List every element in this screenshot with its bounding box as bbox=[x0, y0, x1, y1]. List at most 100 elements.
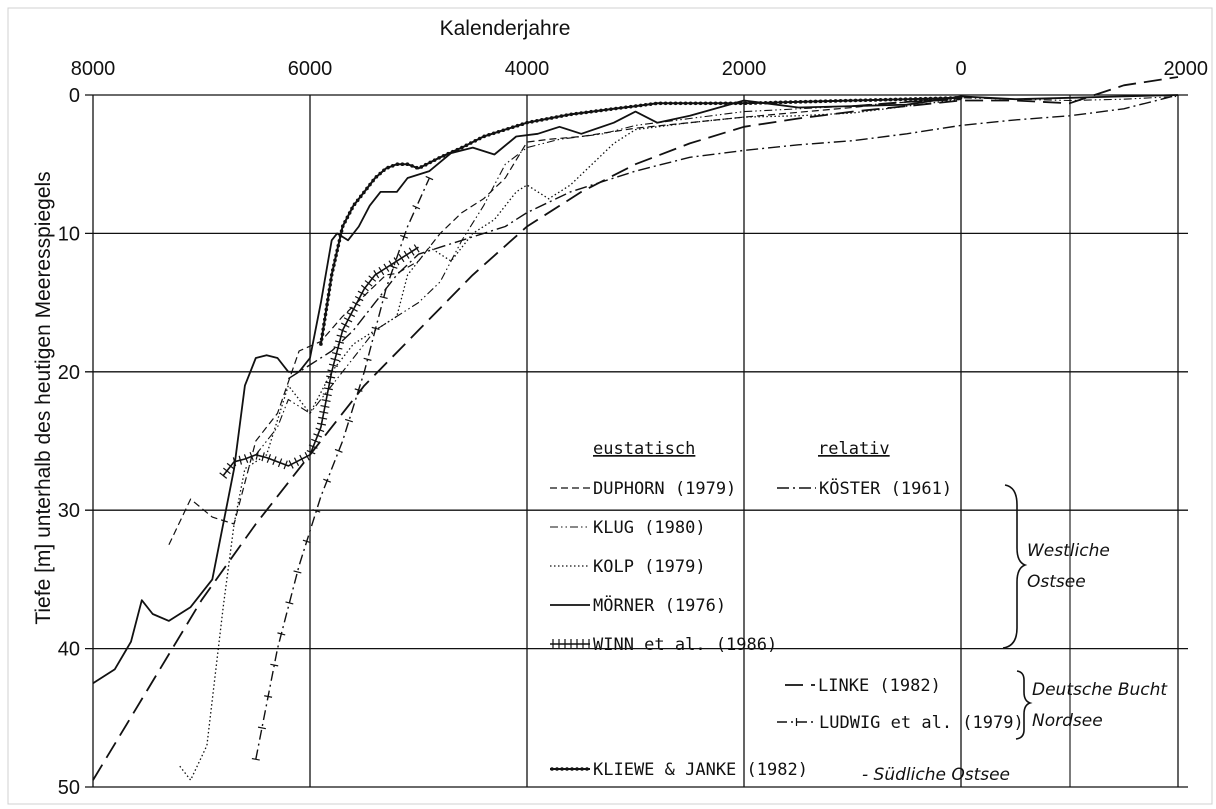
tick-mark bbox=[243, 454, 249, 463]
tick-mark bbox=[313, 433, 323, 438]
tick-mark bbox=[277, 632, 286, 636]
bead-mark bbox=[468, 141, 473, 145]
series-line-ludwig-et-al-1979-7 bbox=[255, 177, 431, 760]
tick-mark bbox=[285, 601, 294, 605]
tick-mark bbox=[383, 263, 390, 272]
bead-mark bbox=[653, 101, 658, 106]
bead-mark bbox=[319, 342, 323, 346]
brace-westliche bbox=[1002, 484, 1028, 649]
bead-mark bbox=[723, 101, 728, 106]
legend-label: KÖSTER (1961) bbox=[819, 477, 952, 499]
bead-mark bbox=[614, 106, 618, 111]
tick-mark bbox=[334, 340, 345, 344]
bead-mark bbox=[698, 101, 703, 106]
bead-mark bbox=[648, 102, 653, 106]
bead-mark bbox=[728, 101, 733, 106]
bead-mark bbox=[441, 153, 446, 158]
tick-mark bbox=[354, 295, 364, 302]
bead-mark bbox=[326, 292, 331, 297]
bead-mark bbox=[328, 283, 332, 287]
legend-header-eustatisch: eustatisch bbox=[593, 439, 695, 459]
legend-item-kliewe-janke-1982-8: KLIEWE & JANKE (1982) bbox=[550, 760, 808, 780]
group-suedliche: - Südliche Ostsee bbox=[862, 765, 1010, 785]
y-tick-3: 30 bbox=[58, 500, 80, 522]
bead-mark bbox=[437, 156, 441, 160]
bead-mark bbox=[928, 96, 933, 101]
bead-mark bbox=[338, 234, 343, 238]
bead-mark bbox=[569, 112, 574, 117]
bead-mark bbox=[336, 243, 341, 248]
tick-mark bbox=[403, 250, 410, 259]
bead-mark bbox=[539, 118, 544, 122]
tick-mark bbox=[368, 275, 377, 282]
bead-mark bbox=[321, 327, 326, 332]
bead-mark bbox=[337, 238, 342, 243]
tick-mark bbox=[331, 351, 341, 356]
tick-mark bbox=[219, 472, 228, 479]
bead-mark bbox=[410, 164, 414, 168]
legend-item-linke-1982-6: LINKE (1982) bbox=[785, 676, 941, 696]
legend-bead bbox=[580, 767, 584, 771]
series-line-kolp-1979-2 bbox=[179, 98, 962, 781]
bead-mark bbox=[693, 101, 698, 106]
legend-label: KLUG (1980) bbox=[593, 518, 706, 538]
tick-mark bbox=[322, 393, 332, 397]
tick-mark bbox=[357, 290, 367, 296]
bead-mark bbox=[808, 99, 813, 104]
bead-mark bbox=[913, 97, 918, 101]
bead-mark bbox=[464, 143, 469, 148]
x-tick-labels: 8000 6000 4000 2000 0 2000 bbox=[71, 58, 1208, 80]
bead-mark bbox=[673, 101, 678, 106]
y-tick-4: 40 bbox=[58, 639, 80, 661]
legend: eustatisch relativ DUPHORN (1979) KÖSTER … bbox=[550, 439, 1168, 785]
bead-mark bbox=[423, 162, 428, 167]
bead-mark bbox=[828, 99, 833, 103]
bead-mark bbox=[793, 100, 798, 104]
legend-label: WINN et al. (1986) bbox=[593, 635, 777, 655]
bead-mark bbox=[838, 99, 843, 103]
tick-mark bbox=[257, 726, 266, 730]
series-series-9 bbox=[852, 98, 962, 107]
bead-mark bbox=[343, 219, 347, 224]
bead-mark bbox=[386, 165, 390, 170]
tick-mark bbox=[346, 311, 356, 318]
bead-mark bbox=[818, 99, 823, 104]
legend-bead bbox=[575, 767, 579, 771]
tick-mark bbox=[371, 326, 380, 330]
series-line-winn-et-al-1986-4 bbox=[222, 246, 419, 477]
tick-mark bbox=[393, 257, 400, 266]
frame bbox=[7, 7, 1213, 805]
bead-mark bbox=[624, 105, 628, 110]
tick-mark bbox=[389, 265, 398, 269]
tick-mark bbox=[412, 205, 421, 210]
tick-mark bbox=[277, 458, 283, 468]
bead-mark bbox=[633, 104, 638, 108]
tick-mark bbox=[352, 301, 361, 307]
bead-mark bbox=[334, 253, 338, 258]
tick-mark bbox=[316, 422, 327, 426]
tick-mark bbox=[321, 399, 331, 403]
tick-mark bbox=[398, 253, 405, 263]
bead-mark bbox=[371, 178, 375, 183]
bead-mark bbox=[339, 229, 344, 233]
tick-mark bbox=[223, 467, 231, 475]
bead-mark bbox=[530, 119, 534, 124]
tick-mark bbox=[413, 244, 420, 253]
bead-mark bbox=[554, 115, 559, 119]
legend-label: MÖRNER (1976) bbox=[593, 594, 726, 616]
legend-label: KOLP (1979) bbox=[593, 557, 706, 577]
x-tick-2: 4000 bbox=[505, 58, 550, 80]
bead-mark bbox=[491, 131, 496, 136]
tick-mark bbox=[288, 460, 294, 469]
tick-mark bbox=[323, 478, 331, 483]
bead-mark bbox=[708, 101, 713, 106]
tick-mark bbox=[363, 357, 372, 361]
bead-mark bbox=[579, 111, 583, 115]
y-tick-labels: 0 10 20 30 40 50 bbox=[58, 85, 80, 799]
bead-mark bbox=[419, 165, 424, 169]
legend-item-ludwig-et-al-1979-7: LUDWIG et al. (1979) bbox=[777, 713, 1024, 733]
bead-mark bbox=[589, 109, 593, 114]
bead-mark bbox=[365, 186, 369, 191]
bead-mark bbox=[668, 101, 673, 106]
series-line-linke-1982-6 bbox=[92, 76, 1179, 781]
